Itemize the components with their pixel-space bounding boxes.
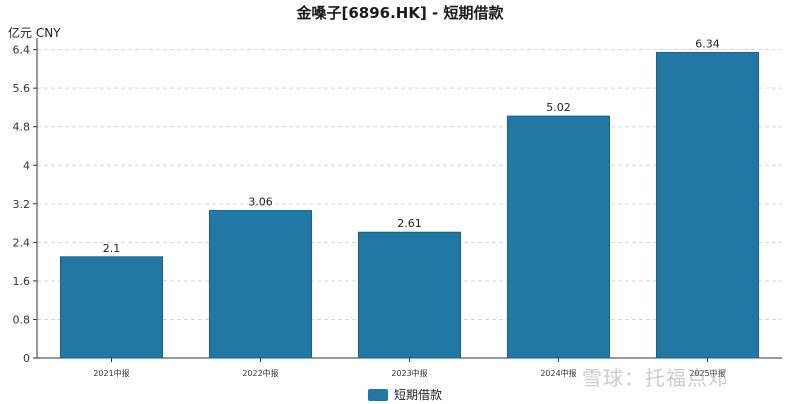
bar-value-label: 2.61 <box>397 217 422 230</box>
y-tick-label: 6.4 <box>13 44 31 57</box>
x-tick-label: 2024中报 <box>540 368 576 378</box>
y-tick-label: 0.8 <box>13 313 31 326</box>
bar <box>208 210 313 359</box>
bar-value-label: 3.06 <box>248 196 273 209</box>
legend-swatch <box>368 388 388 401</box>
bar <box>59 256 164 359</box>
y-tick-label: 1.6 <box>13 275 31 288</box>
y-tick-label: 0 <box>23 352 30 365</box>
chart-title: 金嗓子[6896.HK] - 短期借款 <box>296 4 504 22</box>
y-tick-label: 5.6 <box>13 82 31 95</box>
legend-label: 短期借款 <box>394 388 443 402</box>
x-tick-label: 2022中报 <box>242 368 278 378</box>
y-tick-label: 3.2 <box>13 198 31 211</box>
bar-value-label: 2.1 <box>103 242 121 255</box>
y-tick-label: 2.4 <box>13 236 31 249</box>
y-axis-unit-label: 亿元 CNY <box>8 26 61 40</box>
bar-value-label: 6.34 <box>695 38 720 51</box>
x-tick-label: 2025中报 <box>689 368 725 378</box>
x-tick-label: 2021中报 <box>93 368 129 378</box>
y-tick-label: 4 <box>23 159 30 172</box>
legend[interactable]: 短期借款 <box>368 386 442 403</box>
watermark: 雪球：托福点邓 <box>582 366 729 390</box>
x-tick-label: 2023中报 <box>391 368 427 378</box>
y-tick-label: 4.8 <box>13 121 31 134</box>
bar <box>655 52 760 359</box>
bar <box>506 115 611 359</box>
bar-value-label: 5.02 <box>546 101 571 114</box>
bar <box>357 231 462 359</box>
